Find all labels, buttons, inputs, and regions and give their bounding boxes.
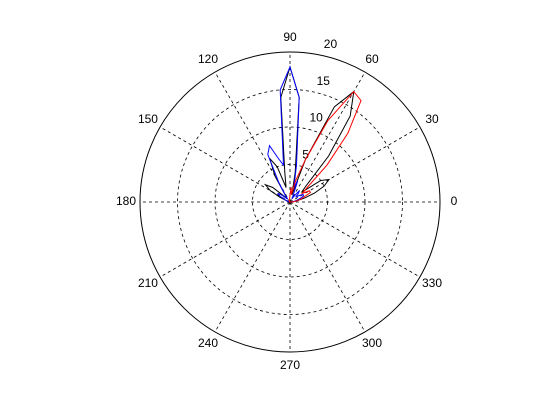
grid-circle [139,51,441,353]
theta-tick-label: 150 [138,112,158,126]
theta-tick-label: 300 [362,336,382,350]
theta-tick-label: 120 [198,52,218,66]
theta-tick-label: 240 [198,336,218,350]
grid-spoke [159,126,291,203]
series-line [267,65,305,203]
grid-spoke [289,201,366,333]
theta-tick-label: 180 [116,194,136,208]
grid-spoke [159,201,291,278]
r-tick-label: 20 [324,37,338,51]
grid-spoke [289,126,421,203]
r-tick-label: 5 [302,147,309,161]
theta-tick-label: 270 [280,358,300,372]
theta-tick-label: 60 [365,52,379,66]
theta-tick-label: 30 [425,112,439,126]
theta-tick-label: 210 [138,276,158,290]
theta-tick-label: 90 [283,30,297,44]
r-tick-label: 10 [309,111,323,125]
theta-tick-label: 330 [422,276,442,290]
series-line [288,90,362,203]
grid-spoke [214,201,291,333]
grid-spoke [289,71,366,203]
grid-circle [177,89,403,315]
theta-tick-label: 0 [451,194,458,208]
r-tick-label: 15 [317,74,331,88]
grid-spoke [289,201,421,278]
